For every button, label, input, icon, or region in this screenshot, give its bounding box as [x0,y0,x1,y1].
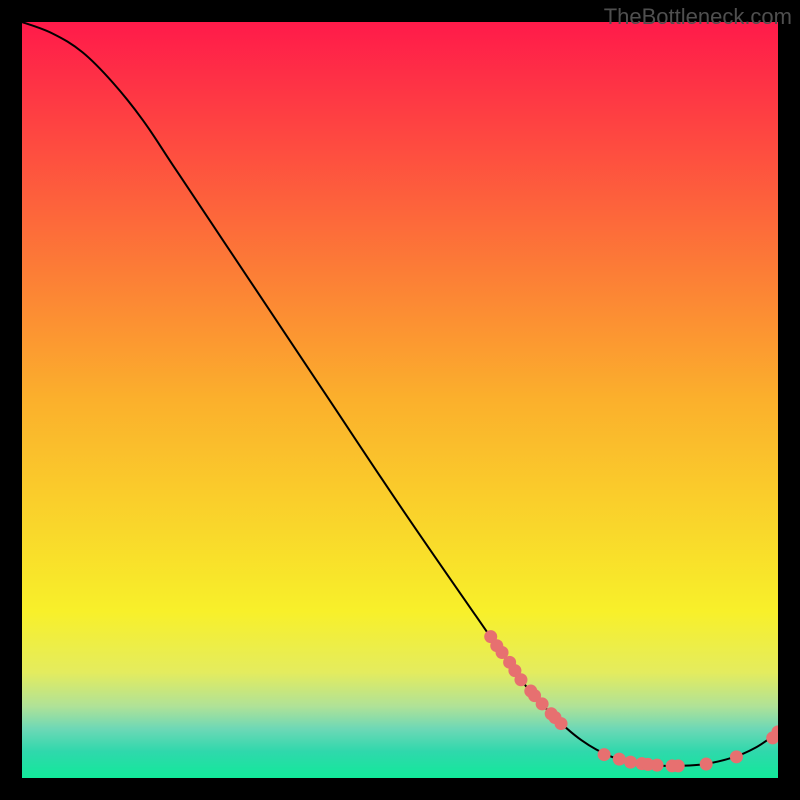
scatter-point [555,717,568,730]
scatter-point [514,673,527,686]
watermark-text: TheBottleneck.com [596,0,800,34]
plot-area [22,22,778,778]
scatter-point [598,748,611,761]
chart-svg [22,22,778,778]
scatter-point [624,756,637,769]
scatter-point [730,750,743,763]
scatter-point [672,759,685,772]
scatter-point [651,759,664,772]
plot-background [22,22,778,778]
scatter-point [536,697,549,710]
scatter-point [700,758,713,771]
scatter-point [613,753,626,766]
